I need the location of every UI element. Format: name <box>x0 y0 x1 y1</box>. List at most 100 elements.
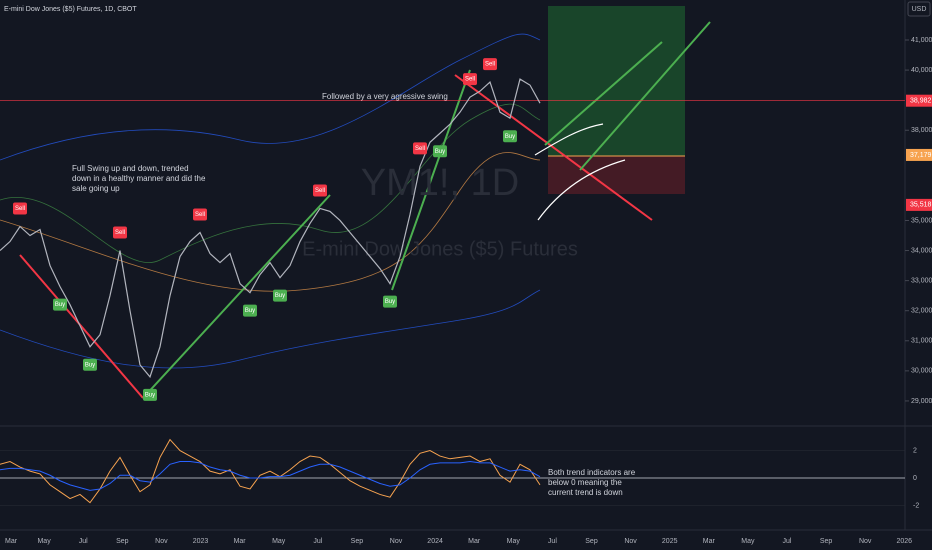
projection-up <box>579 21 711 171</box>
x-tick-label: Sep <box>820 538 833 545</box>
signal-label: Buy <box>245 308 255 314</box>
x-tick-label: Nov <box>859 538 872 545</box>
signal-label: Sell <box>15 206 25 212</box>
signal-label: Sell <box>485 62 495 68</box>
annotation: below 0 meaning the <box>548 478 622 487</box>
annotation: Full Swing up and down, trended <box>72 164 189 173</box>
indicator-line <box>0 438 541 504</box>
x-tick-label: May <box>37 538 51 545</box>
signal-label: Buy <box>55 302 65 308</box>
signal-label: Sell <box>115 230 125 236</box>
down-trend-line <box>19 254 144 399</box>
signal-label: Buy <box>145 392 155 398</box>
x-tick-label: 2023 <box>193 538 209 545</box>
annotation: Followed by a very agressive swing <box>322 92 448 101</box>
indicator-tick-label: 2 <box>913 447 917 454</box>
price-label-box <box>906 94 932 107</box>
signal-sell <box>193 208 207 221</box>
x-tick-label: Nov <box>155 538 168 545</box>
price-label-box <box>906 198 932 211</box>
up-trend-line <box>142 194 331 399</box>
price-label: 38,982 <box>910 98 932 105</box>
annotation: current trend is down <box>548 488 623 497</box>
x-tick-label: Mar <box>468 538 481 545</box>
y-tick-label: 40,000 <box>911 67 932 74</box>
x-tick-label: Nov <box>390 538 403 545</box>
projection-curve <box>537 159 626 221</box>
indicator-tick-label: -2 <box>913 502 919 509</box>
x-tick-label: Sep <box>351 538 364 545</box>
x-tick-label: May <box>272 538 286 545</box>
x-tick-label: Jul <box>313 538 322 545</box>
channel-line <box>0 103 541 263</box>
currency: USD <box>912 6 927 13</box>
x-tick-label: May <box>507 538 521 545</box>
y-tick-label: 41,000 <box>911 37 932 44</box>
annotation: down in a healthy manner and did the <box>72 174 206 183</box>
signal-label: Sell <box>465 77 475 83</box>
signal-label: Buy <box>275 293 285 299</box>
signal-label: Sell <box>195 212 205 218</box>
signal-buy <box>83 358 97 371</box>
y-tick-label: 33,000 <box>911 277 932 284</box>
signal-sell <box>483 58 497 71</box>
annotation: sale going up <box>72 184 120 193</box>
x-tick-label: Jul <box>783 538 792 545</box>
signal-label: Buy <box>385 299 395 305</box>
signal-label: Buy <box>85 362 95 368</box>
signal-sell <box>413 142 427 155</box>
projection-down <box>454 74 653 221</box>
x-tick-label: 2026 <box>897 538 913 545</box>
signal-label: Sell <box>315 188 325 194</box>
indicator-line <box>0 461 541 491</box>
y-tick-label: 31,000 <box>911 338 932 345</box>
price-line-series <box>0 78 541 379</box>
signal-sell <box>313 184 327 197</box>
x-tick-label: May <box>741 538 755 545</box>
indicator-tick-label: 0 <box>913 475 917 482</box>
price-label-box <box>906 148 932 161</box>
signal-buy <box>503 130 517 143</box>
signal-buy <box>383 295 397 308</box>
signal-buy <box>273 289 287 302</box>
signal-buy <box>243 304 257 317</box>
x-tick-label: 2024 <box>427 538 443 545</box>
up-trend-line <box>391 69 471 291</box>
x-tick-label: Mar <box>5 538 18 545</box>
x-tick-label: Nov <box>624 538 637 545</box>
signal-label: Buy <box>435 149 445 155</box>
signal-sell <box>13 202 27 215</box>
chart-title: E-mini Dow Jones ($5) Futures, 1D, CBOT <box>4 6 137 13</box>
watermark-description: E-mini Dow Jones ($5) Futures <box>302 238 578 260</box>
signal-label: Buy <box>505 134 515 140</box>
x-tick-label: Jul <box>79 538 88 545</box>
y-tick-label: 30,000 <box>911 368 932 375</box>
moving-average <box>0 152 541 292</box>
signal-buy <box>53 298 67 311</box>
currency-box <box>907 1 931 17</box>
x-tick-label: Mar <box>234 538 247 545</box>
y-tick-label: 32,000 <box>911 308 932 315</box>
price-label: 37,179 <box>910 152 932 159</box>
x-tick-label: Sep <box>116 538 129 545</box>
lower-band <box>0 289 541 369</box>
annotation: Both trend indicators are <box>548 468 636 477</box>
signal-sell <box>113 226 127 239</box>
projection-up <box>544 41 663 146</box>
x-tick-label: 2025 <box>662 538 678 545</box>
x-tick-label: Sep <box>585 538 598 545</box>
signal-sell <box>463 73 477 86</box>
y-tick-label: 34,000 <box>911 247 932 254</box>
y-tick-label: 29,000 <box>911 398 932 405</box>
x-tick-label: Mar <box>703 538 716 545</box>
price-label: 35,518 <box>910 202 932 209</box>
signal-buy <box>433 145 447 158</box>
y-tick-label: 38,000 <box>911 127 932 134</box>
watermark-symbol: YM1!, 1D <box>361 162 519 204</box>
signal-label: Sell <box>415 146 425 152</box>
projection-curve <box>534 123 604 156</box>
signal-buy <box>143 388 157 401</box>
y-tick-label: 35,000 <box>911 217 932 224</box>
